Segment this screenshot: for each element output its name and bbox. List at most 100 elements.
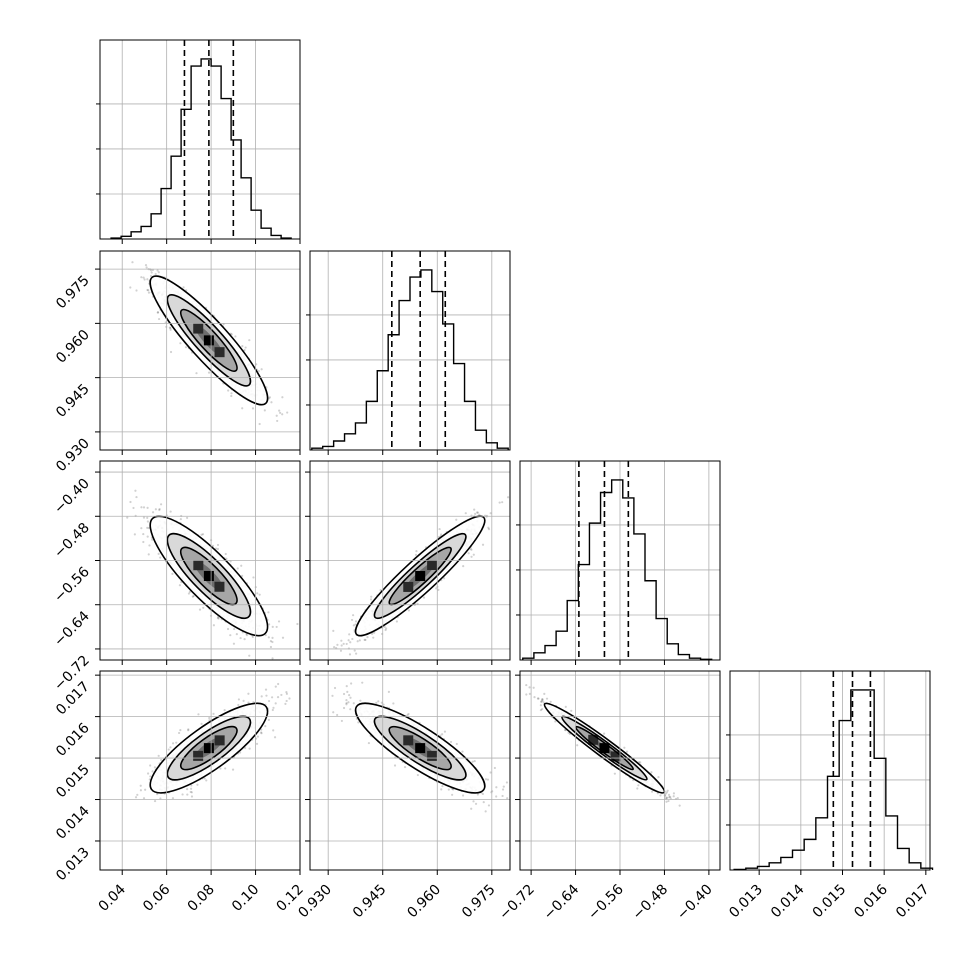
scatter-point xyxy=(369,598,373,601)
scatter-point xyxy=(241,574,244,577)
grid-lines xyxy=(100,251,300,450)
scatter-point xyxy=(285,699,288,703)
scatter-point xyxy=(342,642,345,645)
histogram-series-1 xyxy=(110,58,292,239)
scatter-point xyxy=(345,642,348,646)
scatter-point xyxy=(200,722,203,726)
density-bin xyxy=(203,743,214,754)
scatter-point xyxy=(160,758,163,762)
scatter-point xyxy=(241,345,244,348)
contour-2sigma xyxy=(149,275,269,406)
scatter-point xyxy=(251,635,254,639)
scatter-point xyxy=(132,506,135,510)
scatter-point xyxy=(447,788,450,791)
scatter-point xyxy=(201,533,205,536)
scatter-point xyxy=(373,631,376,634)
scatter-point xyxy=(219,767,222,770)
panel-content xyxy=(310,461,510,660)
scatter-point xyxy=(280,693,283,697)
panel-content xyxy=(100,251,300,450)
scatter-point xyxy=(150,269,153,272)
scatter-point xyxy=(272,729,275,732)
panel-frame xyxy=(99,39,301,240)
contour-1sigma xyxy=(166,715,252,781)
scatter-point xyxy=(336,643,339,646)
scatter-point xyxy=(495,795,498,798)
scatter-point xyxy=(352,624,355,627)
scatter-point xyxy=(276,696,280,699)
grid-lines xyxy=(310,461,510,660)
scatter-point xyxy=(339,649,343,652)
scatter-point xyxy=(181,793,184,796)
scatter-point xyxy=(474,802,478,805)
scatter-point xyxy=(142,532,145,536)
scatter-point xyxy=(240,564,243,567)
scatter-point xyxy=(149,775,152,778)
scatter-point xyxy=(348,633,351,636)
scatter-point xyxy=(267,699,271,703)
scatter-point xyxy=(140,506,143,509)
histogram-series-2 xyxy=(311,269,509,450)
scatter-point xyxy=(156,311,159,314)
scatter-point xyxy=(243,638,246,641)
scatter-point xyxy=(144,788,147,791)
scatter-panel-3-2 xyxy=(309,460,511,661)
scatter-panel-4-1 xyxy=(99,670,301,871)
scatter-point xyxy=(481,792,484,796)
scatter-point xyxy=(129,286,132,289)
scatter-point xyxy=(134,489,137,492)
density-bin xyxy=(203,335,214,346)
scatter-point xyxy=(151,538,154,541)
scatter-point xyxy=(495,786,498,789)
scatter-point xyxy=(225,557,228,560)
scatter-point xyxy=(159,556,162,559)
scatter-point xyxy=(178,584,181,587)
scatter-point xyxy=(288,697,291,700)
scatter-point xyxy=(186,516,189,519)
scatter-point xyxy=(248,654,251,657)
histogram-panel-2 xyxy=(306,250,511,451)
scatter-point xyxy=(449,740,453,744)
scatter-point xyxy=(332,711,335,714)
scatter-point xyxy=(342,692,346,696)
grid-lines xyxy=(100,461,300,660)
scatter-point xyxy=(216,543,220,547)
scatter-point xyxy=(258,593,261,596)
scatter-point xyxy=(153,766,156,769)
scatter-point xyxy=(135,289,138,292)
grid-lines xyxy=(730,671,930,870)
scatter-point xyxy=(184,346,188,349)
scatter-point xyxy=(342,706,346,710)
scatter-point xyxy=(147,289,150,292)
scatter-point xyxy=(267,611,270,614)
scatter-point xyxy=(284,702,287,705)
density-bin xyxy=(203,570,214,581)
scatter-point xyxy=(345,685,348,688)
scatter-point xyxy=(244,746,247,750)
density-bin xyxy=(403,581,414,592)
scatter-point xyxy=(347,701,350,704)
scatter-point xyxy=(270,401,273,404)
scatter-point xyxy=(474,512,477,515)
scatter-point xyxy=(136,793,139,796)
scatter-point xyxy=(277,620,281,623)
scatter-point xyxy=(248,339,251,342)
scatter-point xyxy=(437,588,440,591)
scatter-point xyxy=(179,342,182,345)
scatter-point xyxy=(484,810,487,813)
scatter-point xyxy=(395,620,398,623)
scatter-point xyxy=(186,787,189,791)
histogram-panel-1 xyxy=(96,39,301,240)
scatter-point xyxy=(182,286,185,289)
scatter-point xyxy=(187,592,191,595)
scatter-point xyxy=(422,596,426,599)
scatter-point xyxy=(333,645,336,649)
scatter-point xyxy=(157,317,161,321)
scatter-point xyxy=(154,508,157,511)
panel-frame xyxy=(309,250,511,451)
scatter-point xyxy=(473,759,476,763)
scatter-point xyxy=(269,645,273,649)
scatter-point xyxy=(169,350,173,354)
scatter-point xyxy=(484,778,488,781)
scatter-point xyxy=(190,791,193,794)
